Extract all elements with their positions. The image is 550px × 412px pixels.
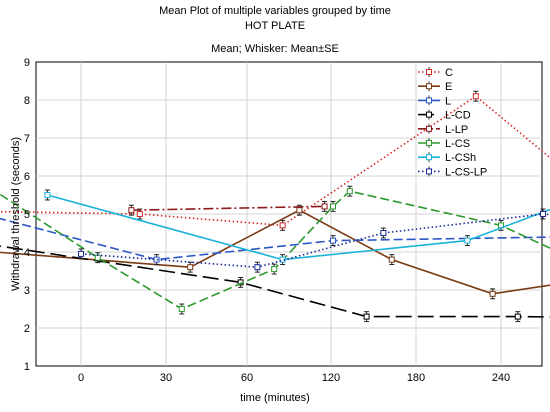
data-point <box>128 207 135 214</box>
data-point <box>296 207 303 214</box>
data-point <box>380 230 387 236</box>
data-point <box>44 192 51 198</box>
legend-marker <box>426 154 432 161</box>
data-point <box>464 237 471 244</box>
series-l-csh <box>44 189 550 266</box>
x-tick-label: 180 <box>407 372 425 384</box>
y-tick-label: 7 <box>24 133 30 145</box>
data-point <box>514 313 521 320</box>
y-tick-label: 3 <box>24 285 30 297</box>
series-l-lp <box>128 200 328 216</box>
y-tick-label: 9 <box>24 57 30 69</box>
chart-subtitle: HOT PLATE <box>244 20 306 32</box>
legend-marker <box>426 97 432 104</box>
series-c <box>0 90 550 231</box>
chart-title: Mean Plot of multiple variables grouped … <box>159 5 391 17</box>
legend-item: L-LP <box>418 123 468 136</box>
y-tick-label: 2 <box>24 323 30 335</box>
legend: CEL L-CD L-LP L-CS L-CSh L-CS-LP <box>418 67 487 178</box>
data-point <box>321 203 328 210</box>
data-point <box>363 313 370 320</box>
series-layer <box>0 90 550 323</box>
y-tick-label: 6 <box>24 171 30 183</box>
legend-label: L <box>445 95 451 107</box>
data-point <box>472 93 479 100</box>
series-line <box>0 217 550 261</box>
data-point <box>187 264 194 271</box>
y-tick-label: 5 <box>24 209 30 221</box>
legend-item: C <box>418 67 453 79</box>
data-point <box>271 266 278 273</box>
legend-item: L-CS-LP <box>418 166 487 178</box>
data-point <box>489 290 496 297</box>
legend-label: C <box>445 67 453 79</box>
data-point <box>279 222 286 229</box>
x-tick-label: 0 <box>78 372 84 384</box>
data-point <box>136 211 143 217</box>
data-point <box>388 256 395 263</box>
x-tick-label: 30 <box>160 372 172 384</box>
legend-label: L-CS-LP <box>445 166 487 178</box>
legend-item: L-CS <box>418 138 470 150</box>
data-point <box>153 256 160 263</box>
x-tick-label: 240 <box>492 372 510 384</box>
legend-marker <box>426 168 432 175</box>
x-tick-label: 60 <box>241 372 253 384</box>
series-line <box>0 190 550 310</box>
y-tick-label: 4 <box>24 247 30 259</box>
chart-title-block: Mean Plot of multiple variables grouped … <box>0 4 550 57</box>
legend-label: L-CSh <box>445 152 476 164</box>
series-line <box>0 245 550 318</box>
y-axis-label: Withdrawal threshold (seconds) <box>10 136 22 292</box>
data-point <box>279 256 286 263</box>
data-point <box>78 250 84 257</box>
series-line <box>131 205 325 211</box>
data-point <box>178 306 185 312</box>
grid <box>36 62 542 366</box>
data-point <box>330 237 336 244</box>
tick-labels: 1 2 3 4 5 6 7 8 9 0 30 60 120 180 240 <box>24 57 510 384</box>
legend-marker <box>426 83 432 90</box>
legend-label: E <box>445 81 452 93</box>
y-tick-label: 1 <box>24 361 30 373</box>
legend-label: L-CS <box>445 138 470 150</box>
legend-item: E <box>418 81 452 93</box>
legend-label: L-CD <box>445 110 471 122</box>
data-point <box>540 211 546 217</box>
series-l-cs-lp <box>78 208 550 273</box>
data-point <box>330 203 336 210</box>
y-tick-label: 8 <box>24 95 30 107</box>
series-e <box>0 204 550 300</box>
legend-marker <box>426 125 432 132</box>
data-point <box>254 264 261 271</box>
legend-item: L-CSh <box>418 152 476 164</box>
legend-item: L <box>418 95 451 107</box>
legend-marker <box>426 140 432 146</box>
legend-marker <box>426 111 432 118</box>
legend-label: L-LP <box>445 124 468 136</box>
chart-caption: Mean; Whisker: Mean±SE <box>211 43 339 55</box>
series-line <box>47 194 550 261</box>
data-point <box>346 188 353 195</box>
legend-item: L-CD <box>418 109 471 122</box>
legend-marker <box>426 69 432 75</box>
x-axis-label: time (minutes) <box>240 392 310 404</box>
x-tick-label: 120 <box>322 372 340 384</box>
